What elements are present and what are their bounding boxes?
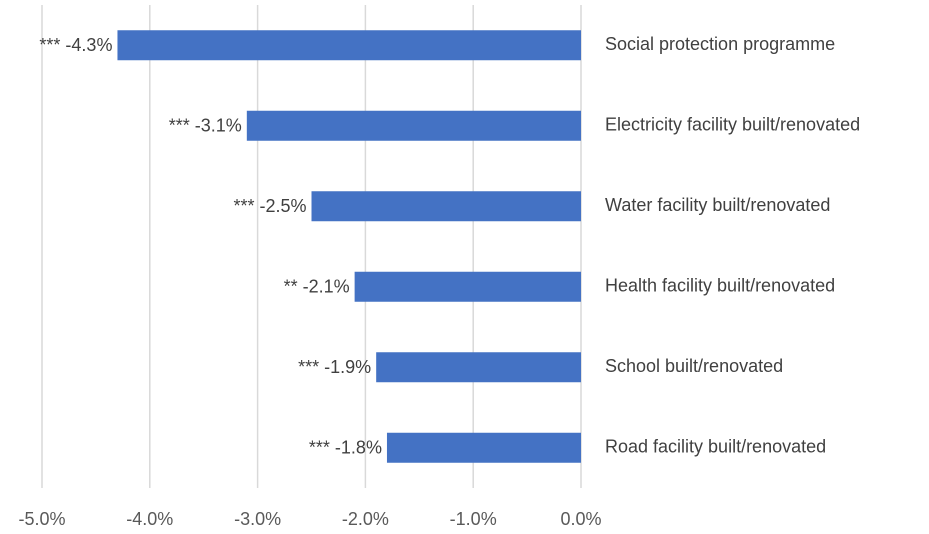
category-label: Health facility built/renovated [605, 276, 835, 296]
value-label: *** -3.1% [169, 116, 242, 136]
x-tick-label: -4.0% [126, 509, 173, 529]
category-label: Road facility built/renovated [605, 437, 826, 457]
bar [376, 352, 581, 383]
category-label: Social protection programme [605, 34, 835, 54]
x-tick-label: -1.0% [450, 509, 497, 529]
x-tick-label: -5.0% [18, 509, 65, 529]
category-label: Electricity facility built/renovated [605, 115, 860, 135]
value-label: *** -4.3% [39, 35, 112, 55]
bar [386, 432, 581, 463]
x-tick-label: 0.0% [560, 509, 601, 529]
value-label: ** -2.1% [284, 277, 350, 297]
bar [117, 30, 582, 61]
value-label: *** -1.8% [309, 438, 382, 458]
value-label: *** -2.5% [233, 196, 306, 216]
x-tick-label: -3.0% [234, 509, 281, 529]
bar [246, 110, 581, 141]
x-tick-label: -2.0% [342, 509, 389, 529]
bar [354, 271, 581, 302]
category-label: School built/renovated [605, 356, 783, 376]
category-label: Water facility built/renovated [605, 195, 830, 215]
value-label: *** -1.9% [298, 357, 371, 377]
bar [311, 191, 581, 222]
